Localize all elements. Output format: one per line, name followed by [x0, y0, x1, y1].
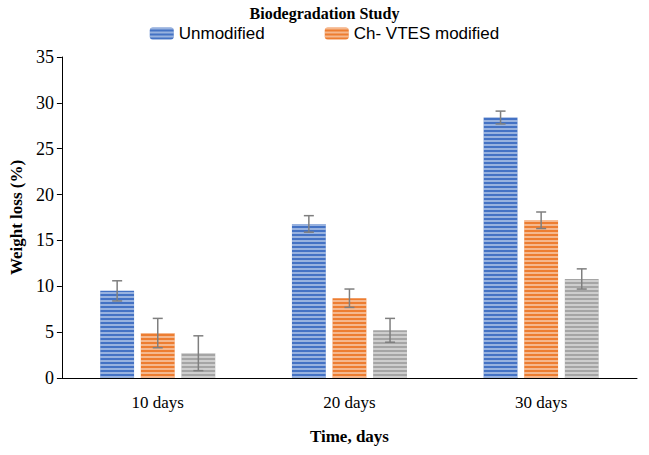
svg-text:35: 35: [36, 47, 54, 67]
svg-text:25: 25: [36, 139, 54, 159]
svg-text:10 days: 10 days: [132, 393, 184, 412]
svg-text:5: 5: [45, 322, 54, 342]
svg-text:15: 15: [36, 230, 54, 250]
svg-text:0: 0: [45, 368, 54, 388]
svg-text:Ch- VTES modified: Ch- VTES modified: [354, 24, 500, 43]
svg-text:20 days: 20 days: [323, 393, 375, 412]
svg-text:Time, days: Time, days: [310, 427, 389, 446]
svg-text:Weight loss (%): Weight loss (%): [7, 160, 26, 275]
svg-text:30 days: 30 days: [515, 393, 567, 412]
svg-text:Unmodified: Unmodified: [179, 24, 265, 43]
svg-text:30: 30: [36, 93, 54, 113]
svg-text:Biodegradation Study: Biodegradation Study: [250, 5, 400, 23]
svg-text:20: 20: [36, 185, 54, 205]
svg-text:10: 10: [36, 276, 54, 296]
